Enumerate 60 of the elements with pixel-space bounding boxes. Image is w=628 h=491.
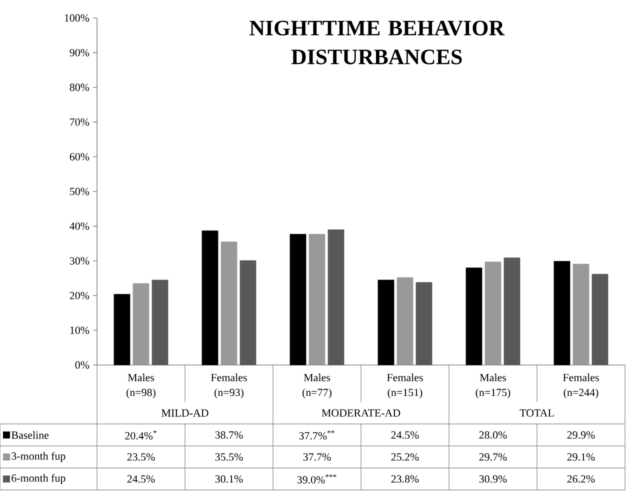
bar — [308, 234, 326, 366]
bar — [220, 242, 238, 366]
data-label: 37.7%$^{**}$ — [299, 430, 334, 440]
bar — [416, 282, 432, 366]
data-label: 39.0%$^{***}$ — [297, 474, 336, 484]
bar — [504, 258, 520, 366]
x-tick-label: Males (n=98) — [126, 374, 156, 398]
data-label: 25.2% — [391, 453, 419, 461]
x-tick-label: Males (n=175) — [476, 374, 510, 398]
bar — [396, 277, 414, 366]
y-tick-label: 60% — [70, 153, 90, 160]
bar — [290, 234, 306, 366]
bar — [466, 268, 482, 366]
y-tick-label: 50% — [70, 188, 90, 196]
data-label: 29.7% — [479, 453, 507, 461]
bar — [378, 280, 394, 366]
data-label: 38.7% — [215, 431, 243, 439]
x-tick-label: Females (n=151) — [387, 374, 423, 398]
text: MILD-AD — [162, 409, 208, 417]
text: MODERATE-AD — [322, 409, 400, 417]
y-tick-label: 0% — [75, 361, 90, 369]
legend-label: 6-month fup — [12, 474, 66, 484]
y-tick-label: 20% — [70, 292, 90, 300]
legend-label: Baseline — [12, 431, 49, 439]
data-label: 23.8% — [391, 475, 419, 483]
data-label: 26.2% — [567, 475, 595, 483]
bar — [572, 264, 590, 366]
data-label: 29.9% — [567, 431, 595, 439]
y-tick-label: 90% — [70, 48, 90, 56]
bar — [592, 274, 608, 366]
bar — [114, 294, 130, 366]
bar — [202, 230, 218, 366]
bar — [132, 283, 150, 366]
y-tick-label: 70% — [70, 118, 90, 126]
legend-label: 3-month fup — [12, 452, 66, 462]
text: TOTAL — [520, 409, 554, 417]
data-label: 23.5% — [127, 453, 155, 461]
data-label: 29.1% — [567, 453, 595, 461]
data-label: 35.5% — [215, 453, 243, 461]
y-tick-label: 80% — [70, 84, 90, 92]
y-tick-label: 100% — [64, 14, 90, 22]
x-tick-label: Females (n=244) — [563, 374, 599, 398]
y-tick-label: 30% — [70, 257, 90, 265]
bar — [328, 229, 344, 366]
bar — [554, 261, 570, 366]
data-label: 28.0% — [479, 431, 507, 439]
data-label: 37.7% — [303, 453, 331, 461]
data-label: 30.9% — [479, 475, 507, 483]
x-tick-label: Females (n=93) — [211, 374, 247, 398]
data-label: 24.5% — [391, 431, 419, 439]
x-tick-label: Males (n=77) — [302, 374, 332, 398]
y-tick-label: 10% — [70, 326, 90, 334]
text: NIGHTTIME BEHAVIOR DISTURBANCES — [250, 20, 505, 64]
bar — [484, 262, 502, 366]
data-label: 24.5% — [127, 475, 155, 483]
bar — [240, 260, 256, 366]
data-label: 30.1% — [215, 475, 243, 483]
y-tick-label: 40% — [70, 222, 90, 230]
bar — [152, 280, 168, 366]
data-label: 20.4%$^{*}$ — [125, 430, 156, 440]
